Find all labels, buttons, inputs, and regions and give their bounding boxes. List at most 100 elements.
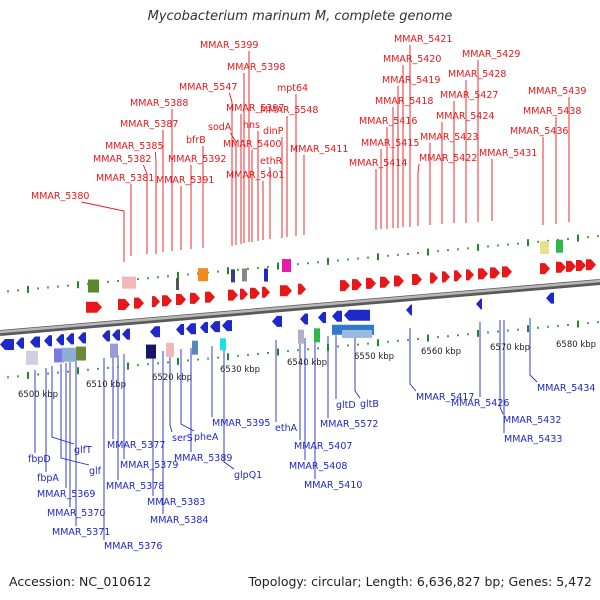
forward-gene-label[interactable]: MMAR_5422 <box>419 153 477 164</box>
reverse-gene-label[interactable]: MMAR_5434 <box>537 383 595 394</box>
reverse-gene-arrow[interactable] <box>332 310 342 322</box>
forward-gene-arrow[interactable] <box>586 259 596 271</box>
feature-box[interactable] <box>242 268 247 282</box>
forward-gene-label[interactable]: MMAR_5421 <box>394 34 452 45</box>
forward-gene-arrow[interactable] <box>228 289 238 301</box>
rna-box[interactable] <box>122 276 136 289</box>
forward-gene-label[interactable]: MMAR_5387 <box>120 119 178 130</box>
reverse-gene-label[interactable]: MMAR_5426 <box>451 398 509 409</box>
feature-box[interactable] <box>192 340 198 355</box>
forward-gene-label[interactable]: MMAR_5431 <box>479 148 537 159</box>
forward-gene-label[interactable]: MMAR_5428 <box>448 69 506 80</box>
reverse-gene-label[interactable]: MMAR_5384 <box>150 515 208 526</box>
trna-box[interactable] <box>282 259 291 273</box>
reverse-gene-label[interactable]: ethA <box>275 423 298 434</box>
forward-gene-label[interactable]: dinP <box>263 126 284 137</box>
feature-box[interactable] <box>166 342 174 357</box>
forward-gene-label[interactable]: MMAR_5392 <box>168 154 226 165</box>
forward-gene-labels[interactable]: MMAR_5380 MMAR_5381 MMAR_5382 MMAR_5385 MMAR… <box>31 34 586 202</box>
feature-box[interactable] <box>342 329 372 338</box>
feature-box[interactable] <box>110 343 118 358</box>
forward-gene-arrow[interactable] <box>556 261 566 273</box>
gene-features[interactable] <box>0 239 596 365</box>
forward-gene-label[interactable]: MMAR_5423 <box>420 132 478 143</box>
forward-gene-label[interactable]: MMAR_5391 <box>156 175 214 186</box>
forward-gene-label[interactable]: MMAR_5436 <box>510 126 568 137</box>
reverse-gene-arrow[interactable] <box>112 329 120 341</box>
forward-gene-arrow[interactable] <box>454 270 462 282</box>
feature-box[interactable] <box>556 239 563 253</box>
feature-box[interactable] <box>62 347 76 362</box>
feature-box[interactable] <box>176 278 179 291</box>
forward-gene-label[interactable]: MMAR_5400 <box>223 139 281 150</box>
forward-gene-label[interactable]: hns <box>243 120 260 131</box>
forward-gene-arrow[interactable] <box>394 275 404 287</box>
forward-gene-label[interactable]: MMAR_5547 <box>179 82 237 93</box>
feature-box[interactable] <box>314 328 320 343</box>
forward-gene-arrow[interactable] <box>340 280 350 292</box>
reverse-gene-arrow[interactable] <box>272 315 282 327</box>
reverse-gene-arrow[interactable] <box>344 309 370 321</box>
forward-gene-label[interactable]: sodA <box>208 122 232 133</box>
forward-gene-arrow[interactable] <box>412 273 422 285</box>
forward-gene-label[interactable]: MMAR_5401 <box>226 170 284 181</box>
reverse-gene-arrow[interactable] <box>56 334 64 346</box>
reverse-gene-label[interactable]: MMAR_5369 <box>37 489 95 500</box>
feature-box[interactable] <box>220 338 226 351</box>
forward-gene-arrow[interactable] <box>502 266 512 278</box>
reverse-gene-label[interactable]: MMAR_5410 <box>304 480 362 491</box>
reverse-gene-arrow[interactable] <box>66 333 74 345</box>
reverse-gene-label[interactable]: MMAR_5379 <box>120 460 178 471</box>
reverse-gene-arrow[interactable] <box>176 324 184 336</box>
forward-gene-arrow[interactable] <box>352 279 362 291</box>
forward-gene-arrow[interactable] <box>442 271 450 283</box>
feature-box[interactable] <box>198 268 208 282</box>
reverse-gene-arrow[interactable] <box>78 332 86 344</box>
reverse-gene-label[interactable]: glfT <box>74 445 92 456</box>
forward-gene-arrow[interactable] <box>205 291 215 303</box>
reverse-gene-arrow[interactable] <box>122 328 130 340</box>
reverse-gene-arrow[interactable] <box>476 298 482 310</box>
pseudogene-box[interactable] <box>88 279 99 293</box>
forward-gene-arrow[interactable] <box>134 297 144 309</box>
forward-gene-arrow[interactable] <box>176 294 186 306</box>
forward-gene-arrow[interactable] <box>162 295 172 307</box>
reverse-gene-arrow[interactable] <box>222 320 232 332</box>
reverse-gene-label[interactable]: fbpD <box>28 454 51 465</box>
reverse-gene-label[interactable]: MMAR_5572 <box>320 419 378 430</box>
reverse-gene-arrow[interactable] <box>210 321 220 333</box>
forward-gene-label[interactable]: MMAR_5415 <box>361 138 419 149</box>
feature-box[interactable] <box>26 350 38 365</box>
reverse-gene-arrow[interactable] <box>16 337 24 349</box>
forward-gene-label[interactable]: MMAR_5548 <box>260 105 318 116</box>
reverse-gene-label[interactable]: MMAR_5433 <box>504 434 562 445</box>
forward-gene-label[interactable]: MMAR_5438 <box>523 106 581 117</box>
forward-gene-arrow[interactable] <box>118 298 130 310</box>
forward-gene-label[interactable]: MMAR_5397 <box>226 103 284 114</box>
forward-gene-label[interactable]: MMAR_5388 <box>130 98 188 109</box>
feature-box[interactable] <box>264 268 268 282</box>
reverse-gene-label[interactable]: MMAR_5417 <box>416 392 474 403</box>
reverse-gene-label[interactable]: fbpA <box>37 473 59 484</box>
forward-gene-arrow[interactable] <box>280 285 292 297</box>
reverse-gene-label[interactable]: pheA <box>194 432 219 443</box>
reverse-gene-label[interactable]: MMAR_5432 <box>503 415 561 426</box>
feature-box[interactable] <box>146 344 156 359</box>
reverse-gene-label[interactable]: MMAR_5407 <box>294 441 352 452</box>
forward-gene-arrow[interactable] <box>190 292 200 304</box>
feature-box[interactable] <box>298 329 304 344</box>
reverse-gene-arrow[interactable] <box>406 304 412 316</box>
forward-gene-label[interactable]: MMAR_5424 <box>436 111 494 122</box>
reverse-gene-arrow[interactable] <box>0 339 14 350</box>
forward-gene-label[interactable]: MMAR_5399 <box>200 40 258 51</box>
feature-box[interactable] <box>231 269 235 283</box>
feature-box[interactable] <box>54 348 64 363</box>
reverse-gene-label[interactable]: serS <box>172 433 193 444</box>
reverse-gene-label[interactable]: MMAR_5377 <box>107 440 165 451</box>
forward-gene-label[interactable]: MMAR_5385 <box>105 141 163 152</box>
reverse-gene-label[interactable]: MMAR_5383 <box>147 497 205 508</box>
forward-gene-arrow[interactable] <box>262 286 270 298</box>
forward-gene-arrow[interactable] <box>86 301 102 313</box>
reverse-gene-arrow[interactable] <box>300 313 308 325</box>
